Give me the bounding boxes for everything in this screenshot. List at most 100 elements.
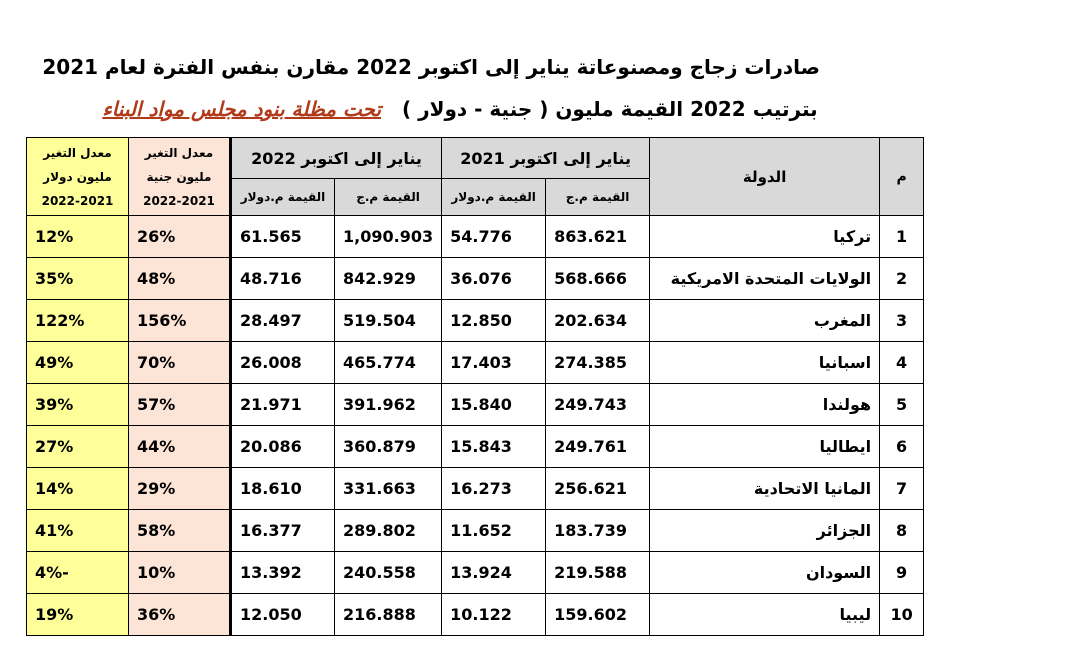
row-value-egp-2021: 159.602 bbox=[545, 593, 651, 636]
header-period-2022: يناير إلى اكتوبر 2022 bbox=[229, 137, 443, 179]
row-value-egp-2022: 331.663 bbox=[333, 467, 443, 510]
row-country: الولايات المتحدة الامريكية bbox=[649, 257, 881, 300]
row-value-egp-2022: 216.888 bbox=[333, 593, 443, 636]
row-rate-usd: 122% bbox=[26, 299, 129, 342]
row-value-usd-2021: 15.840 bbox=[441, 383, 547, 426]
row-num: 5 bbox=[879, 383, 925, 426]
row-num: 6 bbox=[879, 425, 925, 468]
row-value-usd-2021: 54.776 bbox=[441, 215, 547, 258]
row-rate-usd: 19% bbox=[26, 593, 129, 636]
row-value-egp-2022: 289.802 bbox=[333, 509, 443, 552]
subtitle-text: بترتيب 2022 القيمة مليون ( جنية - دولار … bbox=[401, 97, 818, 121]
row-value-usd-2022: 18.610 bbox=[230, 467, 335, 510]
row-country: ايطاليا bbox=[649, 425, 881, 468]
row-rate-egp: 36% bbox=[128, 593, 232, 636]
header-rate-usd: معدل التغير مليون دولار 2022-2021 bbox=[26, 137, 129, 216]
header-rate-egp: معدل التغير مليون جنية 2022-2021 bbox=[128, 137, 232, 216]
row-rate-egp: 70% bbox=[128, 341, 232, 384]
row-value-usd-2021: 12.850 bbox=[441, 299, 547, 342]
header-num: م bbox=[879, 137, 925, 216]
row-value-egp-2022: 240.558 bbox=[333, 551, 443, 594]
row-value-egp-2022: 360.879 bbox=[333, 425, 443, 468]
row-country: هولندا bbox=[649, 383, 881, 426]
table-row: 7 المانيا الاتحادية 256.621 16.273 331.663 18… bbox=[26, 467, 925, 510]
row-value-usd-2021: 10.122 bbox=[441, 593, 547, 636]
row-value-egp-2022: 465.774 bbox=[333, 341, 443, 384]
row-value-egp-2021: 863.621 bbox=[545, 215, 651, 258]
row-rate-egp: 29% bbox=[128, 467, 232, 510]
row-rate-usd: 27% bbox=[26, 425, 129, 468]
row-rate-usd: 14% bbox=[26, 467, 129, 510]
table-row: 1 تركيا 863.621 54.776 1,090.903 61.565 26% 12% bbox=[26, 215, 925, 258]
row-rate-usd: 35% bbox=[26, 257, 129, 300]
row-rate-usd: 41% bbox=[26, 509, 129, 552]
row-value-usd-2022: 20.086 bbox=[230, 425, 335, 468]
row-value-usd-2022: 13.392 bbox=[230, 551, 335, 594]
row-num: 9 bbox=[879, 551, 925, 594]
row-country: اسبانيا bbox=[649, 341, 881, 384]
row-country: ليبيا bbox=[649, 593, 881, 636]
row-value-usd-2022: 26.008 bbox=[230, 341, 335, 384]
header-value-egp-2022: القيمة م.ج bbox=[333, 178, 443, 216]
table-row: 5 هولندا 249.743 15.840 391.962 21.971 57% 39% bbox=[26, 383, 925, 426]
row-value-usd-2022: 48.716 bbox=[230, 257, 335, 300]
row-country: السودان bbox=[649, 551, 881, 594]
row-value-egp-2021: 249.743 bbox=[545, 383, 651, 426]
row-country: المانيا الاتحادية bbox=[649, 467, 881, 510]
row-rate-usd: 49% bbox=[26, 341, 129, 384]
row-rate-egp: 48% bbox=[128, 257, 232, 300]
row-value-egp-2021: 274.385 bbox=[545, 341, 651, 384]
row-value-egp-2021: 183.739 bbox=[545, 509, 651, 552]
header-value-usd-2022: القيمة م.دولار bbox=[230, 178, 335, 216]
page-subtitle: بترتيب 2022 القيمة مليون ( جنية - دولار … bbox=[100, 92, 820, 126]
row-value-usd-2022: 61.565 bbox=[230, 215, 335, 258]
row-value-usd-2021: 11.652 bbox=[441, 509, 547, 552]
table-row: 4 اسبانيا 274.385 17.403 465.774 26.008 70% 49% bbox=[26, 341, 925, 384]
header-period-2021: يناير إلى اكتوبر 2021 bbox=[441, 137, 651, 179]
header-value-egp-2021: القيمة م.ج bbox=[545, 178, 651, 216]
row-num: 8 bbox=[879, 509, 925, 552]
row-value-egp-2021: 219.588 bbox=[545, 551, 651, 594]
table-row: 6 ايطاليا 249.761 15.843 360.879 20.086 44% 27% bbox=[26, 425, 925, 468]
row-country: تركيا bbox=[649, 215, 881, 258]
row-value-usd-2022: 28.497 bbox=[230, 299, 335, 342]
row-num: 4 bbox=[879, 341, 925, 384]
row-rate-egp: 57% bbox=[128, 383, 232, 426]
row-value-egp-2022: 842.929 bbox=[333, 257, 443, 300]
row-rate-usd: -4% bbox=[26, 551, 129, 594]
row-value-usd-2022: 21.971 bbox=[230, 383, 335, 426]
row-value-usd-2021: 36.076 bbox=[441, 257, 547, 300]
page-title: صادرات زجاج ومصنوعاتة يناير إلى اكتوبر 2… bbox=[42, 55, 820, 79]
subtitle-highlight: تحت مظلة بنود مجلس مواد البناء bbox=[102, 97, 382, 121]
row-num: 10 bbox=[879, 593, 925, 636]
row-value-usd-2021: 17.403 bbox=[441, 341, 547, 384]
row-num: 3 bbox=[879, 299, 925, 342]
table-row: 3 المغرب 202.634 12.850 519.504 28.497 156% 122… bbox=[26, 299, 925, 342]
row-value-egp-2021: 249.761 bbox=[545, 425, 651, 468]
row-value-usd-2022: 16.377 bbox=[230, 509, 335, 552]
row-value-usd-2022: 12.050 bbox=[230, 593, 335, 636]
row-rate-egp: 10% bbox=[128, 551, 232, 594]
row-num: 2 bbox=[879, 257, 925, 300]
row-num: 7 bbox=[879, 467, 925, 510]
row-value-usd-2021: 15.843 bbox=[441, 425, 547, 468]
row-value-egp-2022: 519.504 bbox=[333, 299, 443, 342]
row-country: المغرب bbox=[649, 299, 881, 342]
table-row: 9 السودان 219.588 13.924 240.558 13.392 10% -4% bbox=[26, 551, 925, 594]
row-rate-usd: 12% bbox=[26, 215, 129, 258]
header-country: الدولة bbox=[649, 137, 881, 216]
row-rate-egp: 44% bbox=[128, 425, 232, 468]
row-value-egp-2022: 391.962 bbox=[333, 383, 443, 426]
row-rate-egp: 58% bbox=[128, 509, 232, 552]
table-row: 2 الولايات المتحدة الامريكية 568.666 36.076… bbox=[26, 257, 925, 300]
exports-table: م الدولة يناير إلى اكتوبر 2021 يناير إلى… bbox=[26, 137, 925, 636]
row-value-egp-2021: 256.621 bbox=[545, 467, 651, 510]
header-value-usd-2021: القيمة م.دولار bbox=[441, 178, 547, 216]
row-value-egp-2022: 1,090.903 bbox=[333, 215, 443, 258]
row-rate-egp: 156% bbox=[128, 299, 232, 342]
row-value-egp-2021: 568.666 bbox=[545, 257, 651, 300]
row-country: الجزائر bbox=[649, 509, 881, 552]
row-value-egp-2021: 202.634 bbox=[545, 299, 651, 342]
row-rate-egp: 26% bbox=[128, 215, 232, 258]
row-value-usd-2021: 16.273 bbox=[441, 467, 547, 510]
